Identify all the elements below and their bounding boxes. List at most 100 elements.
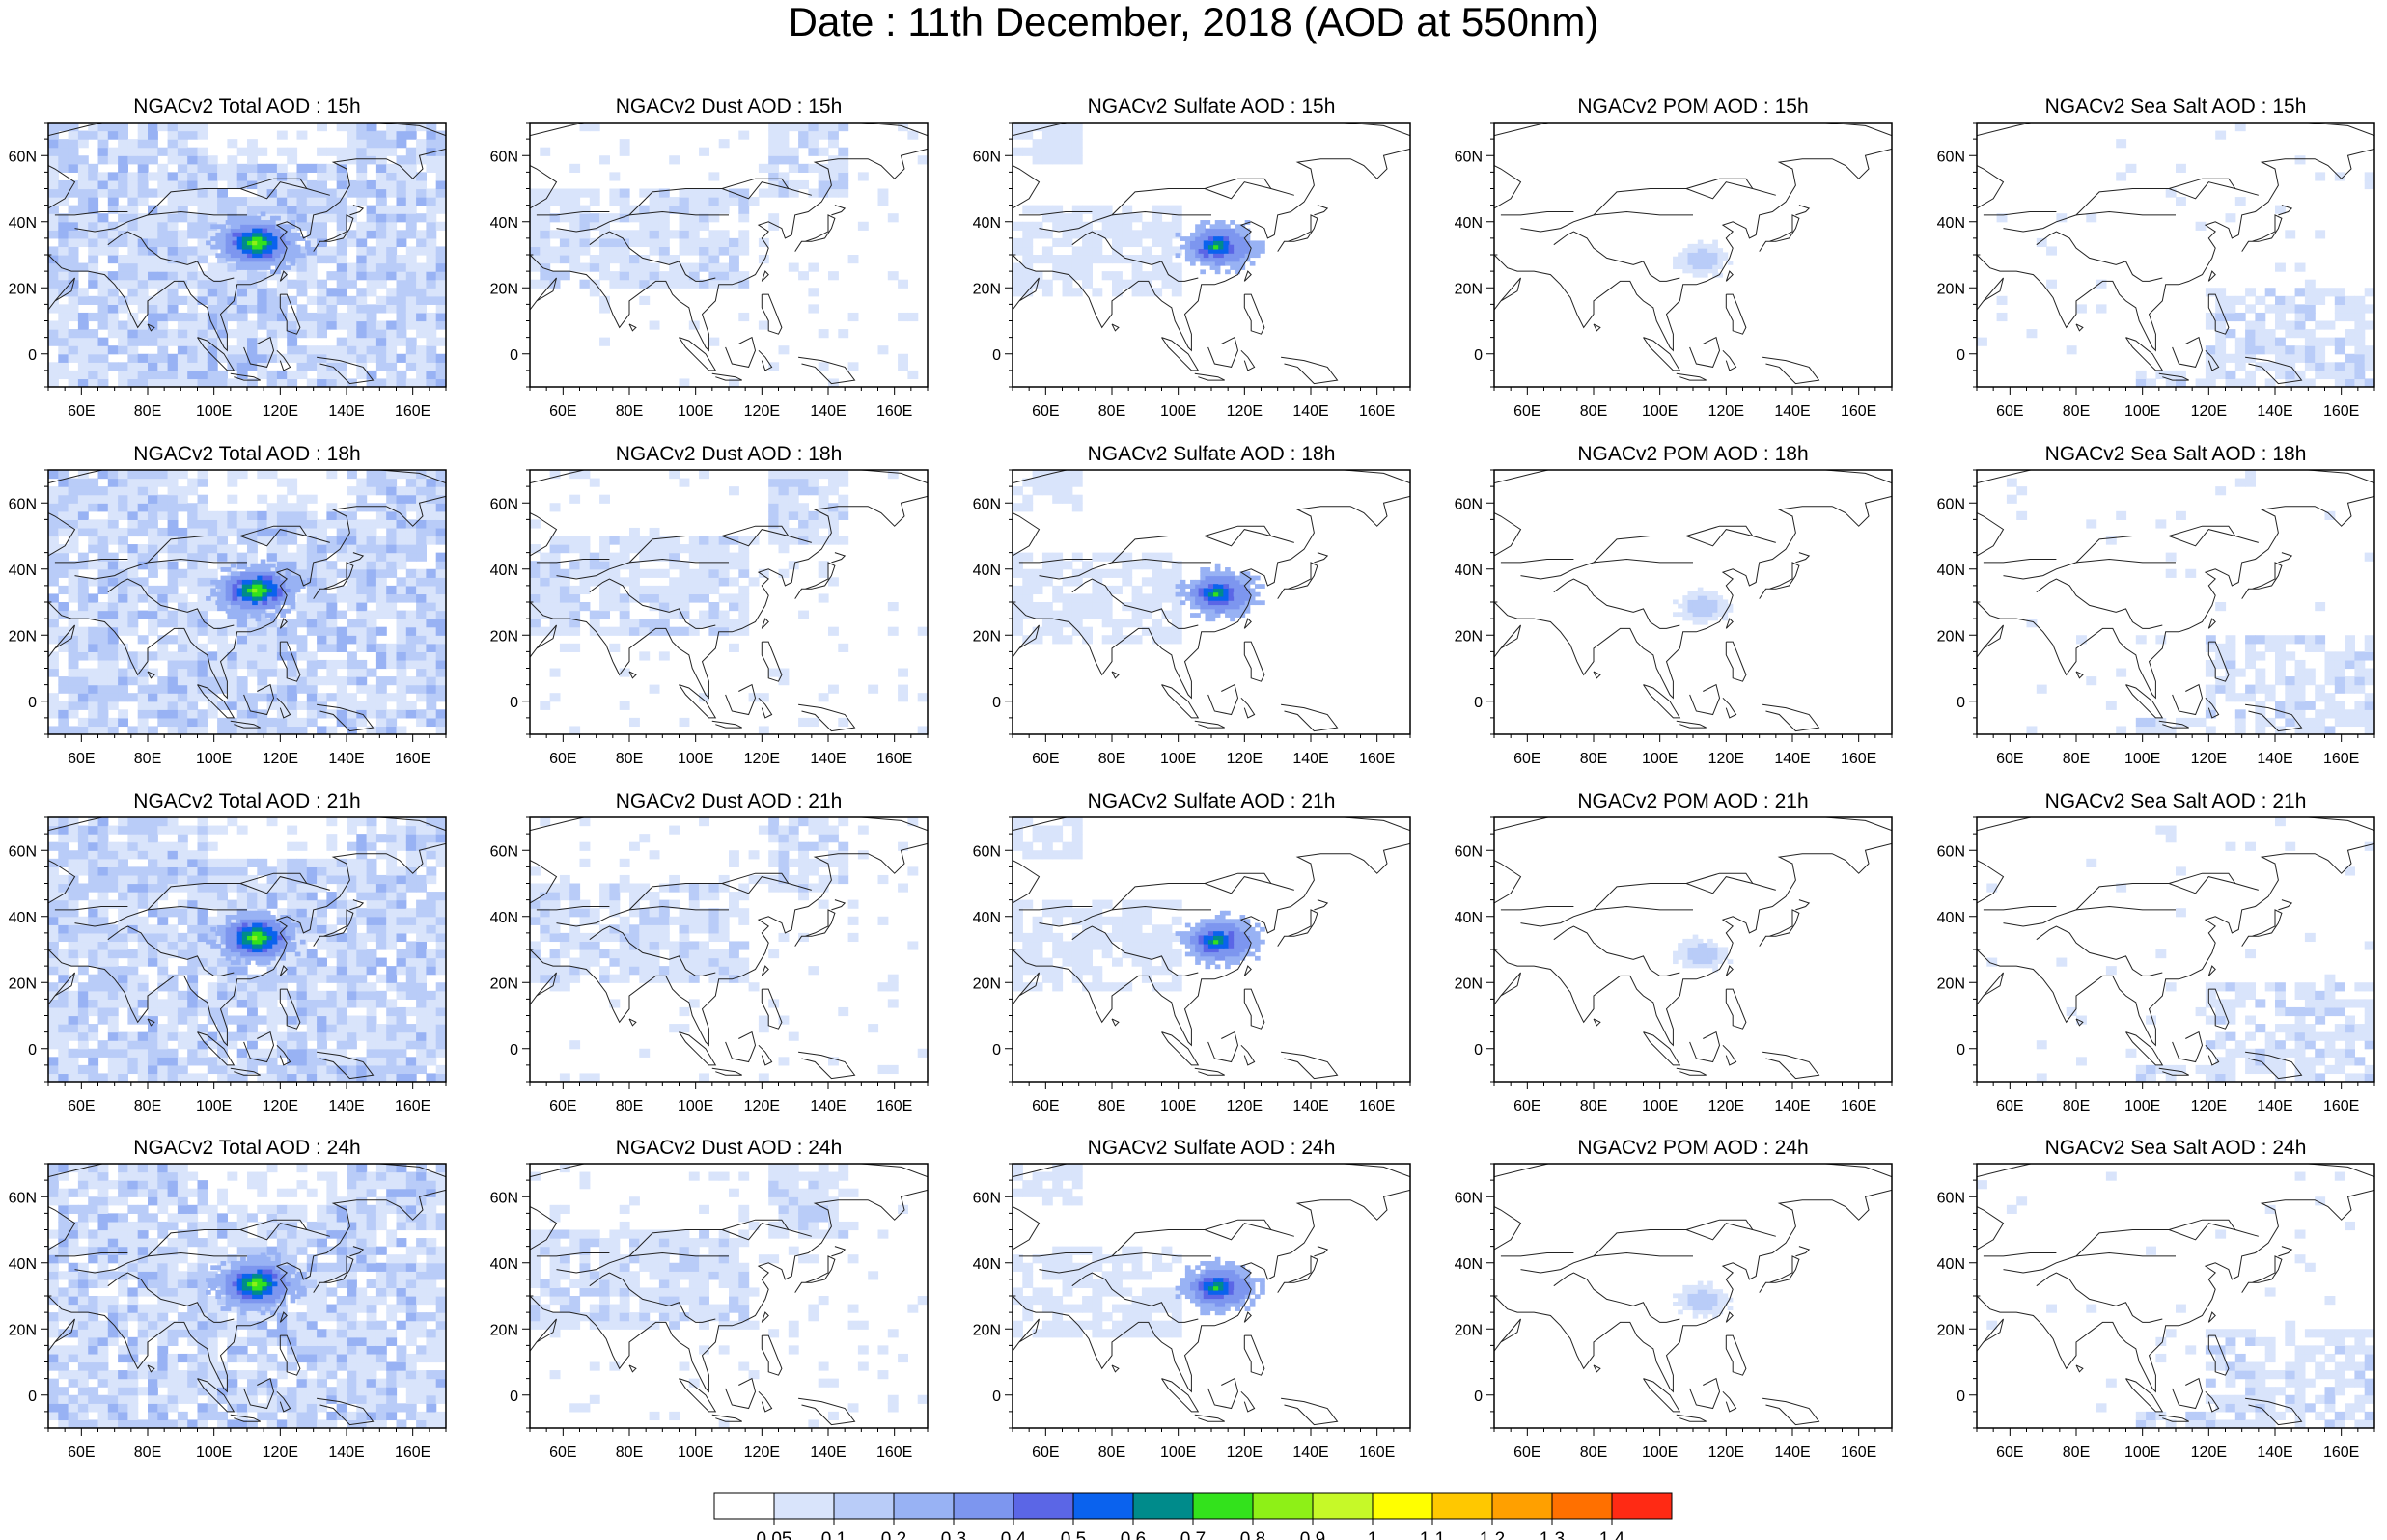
- x-tick-label: 100E: [1642, 751, 1678, 767]
- colorbar-box: [1551, 1492, 1613, 1520]
- coastlines: [1494, 470, 1892, 732]
- coastline: [1689, 336, 1721, 368]
- coastline: [1207, 1031, 1239, 1063]
- coastline: [313, 1255, 354, 1293]
- coastline: [1243, 641, 1265, 682]
- coastline: [1977, 949, 2004, 1006]
- map-panel: NGACv2 Sulfate AOD : 24h 60E 80E 100E 120E 14…: [973, 1137, 1411, 1461]
- coastline: [1494, 470, 1892, 557]
- coastline: [54, 211, 128, 216]
- coastline: [2125, 337, 2164, 371]
- coastline: [589, 578, 716, 629]
- coastline: [536, 906, 610, 911]
- aod-field: [530, 817, 928, 1082]
- colorbar-label: 1.4: [1599, 1529, 1625, 1540]
- y-tick-label: 60N: [490, 149, 518, 165]
- coastline: [530, 842, 928, 1047]
- x-tick-label: 100E: [196, 1444, 232, 1461]
- coastline: [2207, 293, 2230, 335]
- coastline: [1161, 337, 1200, 371]
- panel-title: NGACv2 POM AOD : 21h: [1577, 790, 1808, 812]
- y-tick-label: 20N: [1937, 976, 1965, 992]
- coastline: [2036, 578, 2163, 629]
- coastlines: [1977, 1164, 2374, 1426]
- coastline: [279, 618, 288, 629]
- map-panel: NGACv2 Dust AOD : 24h 60E 80E 100E 120E 140E 1…: [490, 1137, 929, 1461]
- y-tick-label: 40N: [9, 910, 37, 926]
- coastline: [589, 925, 716, 976]
- coastline: [1013, 254, 1040, 311]
- coastline: [2075, 1018, 2084, 1027]
- coastline: [628, 905, 729, 911]
- x-tick-label: 120E: [263, 751, 298, 767]
- x-tick-label: 80E: [1580, 1444, 1607, 1461]
- coastline: [761, 988, 783, 1030]
- x-tick-label: 140E: [1292, 1098, 1328, 1114]
- x-tick-label: 80E: [616, 1098, 643, 1114]
- colorbar-box: [893, 1492, 955, 1520]
- coastline: [761, 618, 769, 629]
- y-tick-label: 60N: [1455, 843, 1483, 860]
- colorbar-label: 1.2: [1480, 1529, 1505, 1540]
- y-tick-label: 60N: [1937, 1190, 1965, 1206]
- panel-title: NGACv2 Sea Salt AOD : 21h: [2045, 790, 2307, 812]
- x-tick-label: 160E: [1841, 1098, 1876, 1114]
- y-tick-label: 40N: [973, 910, 1001, 926]
- coastline: [1039, 876, 1294, 927]
- coastline: [2075, 1251, 2176, 1257]
- coastline: [758, 1044, 773, 1066]
- coastline: [1762, 356, 1820, 385]
- coastline: [2036, 925, 2163, 976]
- coastline: [48, 495, 446, 700]
- coastline: [147, 210, 247, 216]
- coastline: [1207, 1377, 1239, 1410]
- y-tick-label: 20N: [1455, 1322, 1483, 1338]
- coastline: [1204, 178, 1272, 189]
- coastline: [239, 872, 308, 884]
- y-tick-label: 60N: [1937, 496, 1965, 512]
- coastline: [2075, 1364, 2084, 1373]
- y-tick-label: 20N: [9, 976, 37, 992]
- coastline: [1013, 123, 1410, 209]
- coastline: [1039, 529, 1294, 580]
- y-tick-label: 20N: [973, 281, 1001, 297]
- coastline: [1593, 905, 1693, 911]
- y-tick-label: 0: [510, 695, 518, 711]
- x-tick-label: 140E: [1774, 751, 1810, 767]
- coastline: [725, 1377, 757, 1410]
- coastline: [1194, 720, 1225, 729]
- coastline: [2245, 703, 2303, 732]
- y-tick-label: 40N: [9, 1256, 37, 1273]
- map-panel: NGACv2 Sea Salt AOD : 21h 60E 80E 100E 120E 1…: [1937, 790, 2375, 1114]
- coastline: [1243, 988, 1265, 1030]
- coastline: [1494, 254, 1521, 311]
- coastline: [2207, 1311, 2216, 1323]
- coastline: [1071, 1272, 1199, 1323]
- coastline: [1494, 148, 1892, 352]
- coastlines: [48, 1164, 446, 1426]
- coastline: [1018, 906, 1093, 911]
- coastline: [1553, 1272, 1680, 1323]
- coastline: [2207, 618, 2216, 629]
- coastline: [628, 1364, 637, 1373]
- coastline: [279, 293, 301, 335]
- coastline: [279, 1311, 288, 1323]
- coastline: [711, 720, 742, 729]
- coastline: [2278, 1246, 2293, 1257]
- coastline: [48, 148, 446, 352]
- coastline: [1013, 1189, 1410, 1393]
- colorbar-box: [1013, 1492, 1074, 1520]
- y-tick-label: 0: [28, 1389, 37, 1405]
- coastline: [1725, 293, 1747, 335]
- x-tick-label: 60E: [1513, 1098, 1540, 1114]
- y-tick-label: 0: [992, 1389, 1001, 1405]
- coastline: [2075, 323, 2084, 332]
- coastline: [721, 178, 790, 189]
- coastline: [1111, 323, 1120, 332]
- coastline: [349, 1246, 365, 1257]
- coastlines: [48, 123, 446, 385]
- colorbar-label: 0.9: [1300, 1529, 1325, 1540]
- coastline: [1314, 205, 1329, 216]
- coastline: [530, 817, 928, 904]
- x-tick-label: 100E: [196, 403, 232, 420]
